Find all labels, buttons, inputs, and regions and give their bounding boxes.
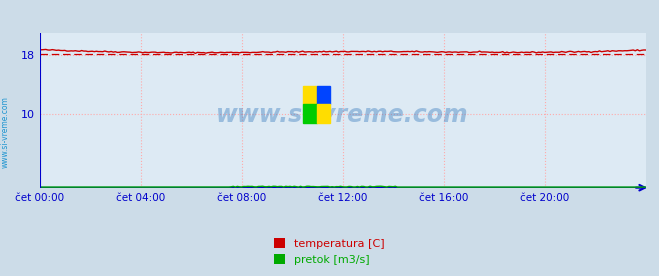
Legend: temperatura [C], pretok [m3/s]: temperatura [C], pretok [m3/s] xyxy=(269,232,390,270)
Bar xyxy=(316,104,330,123)
Text: www.si-vreme.com: www.si-vreme.com xyxy=(1,97,10,168)
Bar xyxy=(303,86,316,104)
Bar xyxy=(303,104,316,123)
Bar xyxy=(316,86,330,104)
Text: www.si-vreme.com: www.si-vreme.com xyxy=(216,103,469,127)
